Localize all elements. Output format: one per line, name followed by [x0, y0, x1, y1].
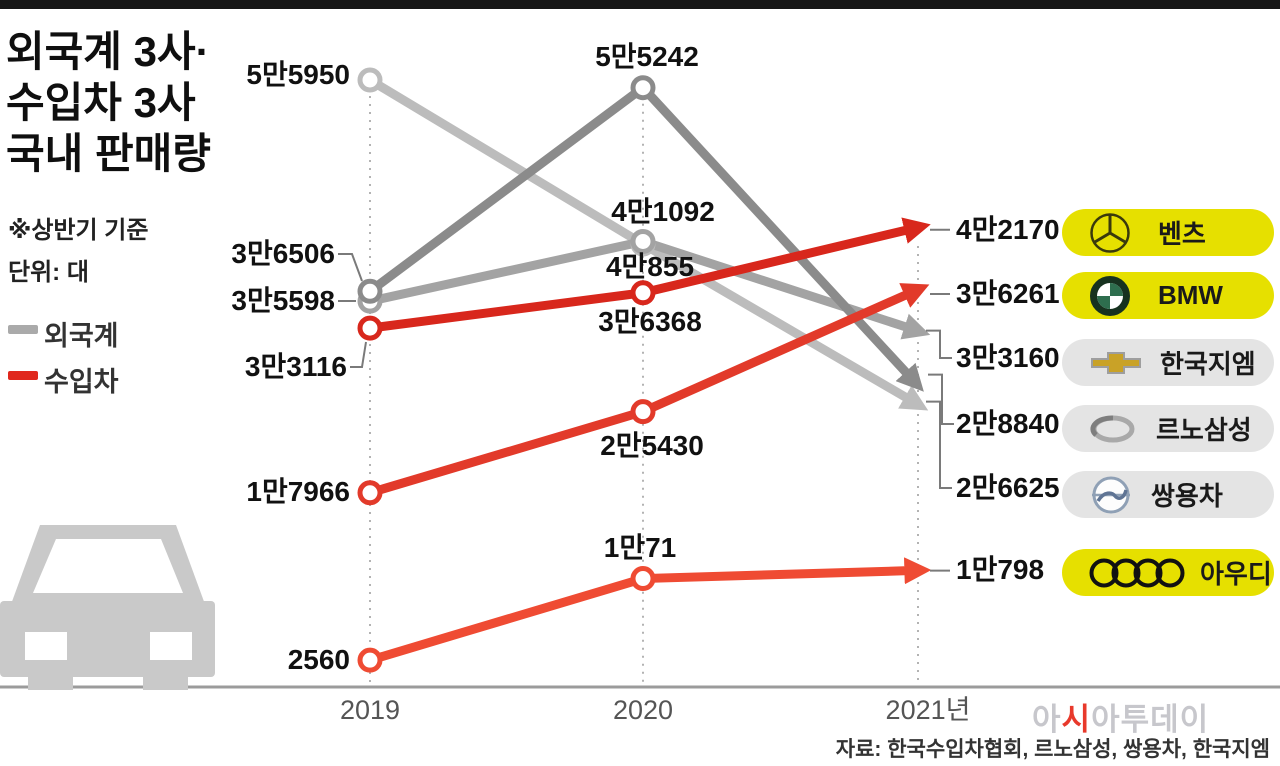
unit-label: 단위: 대: [8, 259, 89, 286]
label-ssangyong-2019: 5만5950: [246, 59, 350, 90]
watermark-accent: 시: [1061, 702, 1092, 737]
label-ssangyong-2021: 2만6625: [956, 472, 1060, 503]
label-audi-2019: 2560: [287, 644, 350, 675]
label-bmw-2019: 1만7966: [246, 476, 350, 507]
label-gm-2021: 3만3160: [956, 342, 1060, 373]
label-renault-2019: 3만6506: [231, 238, 335, 269]
brand-pill-audi: 아우디: [1062, 549, 1274, 596]
brand-label-bmw: BMW: [1158, 280, 1223, 310]
renault-samsung-icon: [1090, 414, 1135, 442]
brand-pill-renault: 르노삼성: [1062, 405, 1274, 452]
watermark-part1: 아: [1032, 702, 1062, 737]
note-basis: ※상반기 기준: [8, 217, 149, 244]
label-audi-2020: 1만71: [603, 532, 677, 563]
brand-label-benz: 벤츠: [1158, 219, 1206, 249]
label-gm-2019: 3만5598: [231, 285, 335, 316]
brand-pill-ssangyong: 쌍용차: [1062, 471, 1274, 518]
legend-swatch-foreign: [8, 325, 38, 334]
ssangyong-icon: [1092, 476, 1130, 513]
brand-label-audi: 아우디: [1200, 559, 1272, 589]
axis-year-2021: 2021년: [885, 695, 971, 725]
source-credit: 자료: 한국수입차협회, 르노삼성, 쌍용차, 한국지엠: [835, 738, 1270, 761]
chevrolet-icon: [1091, 351, 1141, 374]
brand-label-renault: 르노삼성: [1156, 415, 1252, 445]
label-renault-2020: 5만5242: [595, 41, 699, 72]
brand-label-ssangyong: 쌍용차: [1151, 481, 1223, 511]
label-gm-2020: 4만1092: [611, 196, 715, 227]
top-bar: [0, 0, 1280, 9]
label-bmw-2020: 2만5430: [600, 430, 704, 461]
brand-label-gm: 한국지엠: [1160, 349, 1256, 379]
label-benz-2021: 4만2170: [956, 214, 1060, 245]
label-ssangyong-2020: 4만855: [605, 251, 695, 282]
legend-swatch-import: [8, 371, 38, 380]
legend-label-import: 수입차: [44, 367, 119, 397]
page-title: 외국계 3사· 수입차 3사 국내 판매량: [6, 26, 211, 180]
label-benz-2019: 3만3116: [244, 351, 347, 382]
label-benz-2020: 3만6368: [598, 306, 702, 337]
mercedes-icon: [1090, 212, 1130, 253]
watermark-part3: 아투데이: [1091, 702, 1210, 737]
label-renault-2021: 2만8840: [956, 408, 1060, 439]
audi-icon: [1089, 558, 1185, 587]
brand-pill-benz: 벤츠: [1062, 209, 1274, 256]
axis-year-2019: 2019: [339, 695, 401, 725]
brand-pill-gm: 한국지엠: [1062, 339, 1274, 386]
legend-label-foreign: 외국계: [44, 321, 119, 351]
car-icon: [0, 525, 215, 690]
bmw-icon: [1090, 275, 1130, 316]
title-line-1: 외국계 3사·: [6, 28, 210, 75]
label-audi-2021: 1만798: [956, 554, 1045, 585]
title-line-3: 국내 판매량: [6, 130, 211, 178]
axis-year-2020: 2020: [612, 695, 674, 725]
watermark-asiatoday: 아시아투데이: [1032, 694, 1209, 739]
label-bmw-2021: 3만6261: [956, 278, 1060, 309]
brand-pill-bmw: BMW: [1062, 272, 1274, 319]
title-line-2: 수입차 3사: [6, 79, 196, 127]
